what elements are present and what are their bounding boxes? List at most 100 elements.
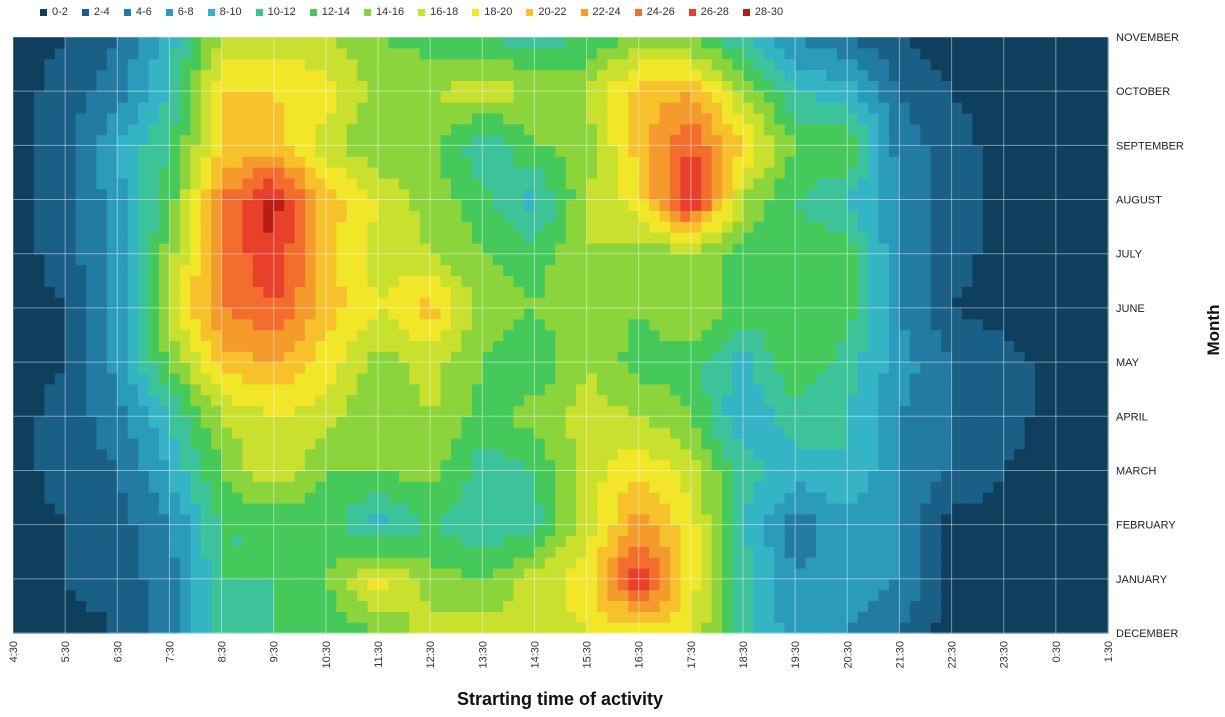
heatmap-cell [972, 470, 984, 482]
heatmap-cell [54, 318, 66, 331]
heatmap-cell [993, 470, 1005, 482]
heatmap-cell [471, 470, 483, 482]
heatmap-cell [138, 427, 150, 439]
heatmap-cell [513, 459, 525, 472]
heatmap-cell [106, 264, 118, 276]
heatmap-cell [471, 297, 483, 309]
heatmap-cell [920, 394, 932, 407]
heatmap-cell [941, 318, 953, 331]
heatmap-cell [1097, 221, 1109, 233]
heatmap-cell [305, 362, 317, 374]
heatmap-cell [336, 535, 348, 547]
heatmap-cell [555, 524, 567, 537]
heatmap-cell [753, 546, 765, 558]
heatmap-cell [784, 437, 796, 450]
heatmap-cell [784, 611, 796, 623]
heatmap-cell [211, 372, 223, 385]
heatmap-cell [305, 177, 317, 190]
heatmap-cell [534, 524, 546, 537]
heatmap-cell [816, 470, 828, 482]
heatmap-cell [13, 351, 25, 363]
heatmap-cell [357, 351, 369, 363]
heatmap-cell [232, 492, 244, 504]
heatmap-cell [117, 123, 129, 136]
heatmap-cell [221, 221, 233, 233]
heatmap-cell [534, 145, 546, 157]
heatmap-cell [33, 481, 45, 493]
heatmap-cell [409, 622, 421, 634]
heatmap-cell [930, 264, 942, 276]
heatmap-cell [1024, 383, 1036, 396]
heatmap-cell [106, 611, 118, 623]
heatmap-cell [690, 557, 702, 569]
heatmap-cell [492, 448, 504, 461]
heatmap-cell [419, 383, 431, 396]
heatmap-cell [868, 188, 880, 201]
heatmap-cell [743, 524, 755, 537]
heatmap-cell [75, 188, 87, 201]
heatmap-cell [962, 242, 974, 255]
heatmap-cell [899, 372, 911, 385]
heatmap-cell [784, 459, 796, 472]
heatmap-cell [419, 427, 431, 439]
heatmap-cell [826, 177, 838, 190]
heatmap-cell [127, 481, 139, 493]
heatmap-cell [899, 427, 911, 439]
heatmap-cell [524, 242, 536, 255]
heatmap-cell [774, 199, 786, 211]
heatmap-cell [972, 524, 984, 537]
heatmap-cell [200, 622, 212, 634]
heatmap-cell [680, 622, 692, 634]
heatmap-cell [555, 437, 567, 450]
heatmap-cell [1035, 167, 1047, 179]
heatmap-cell [409, 351, 421, 363]
heatmap-cell [148, 167, 160, 179]
heatmap-cell [972, 459, 984, 472]
heatmap-cell [305, 372, 317, 385]
heatmap-cell [555, 167, 567, 179]
heatmap-cell [492, 557, 504, 569]
heatmap-cell [190, 351, 202, 363]
heatmap-cell [305, 297, 317, 309]
heatmap-cell [179, 502, 191, 515]
heatmap-cell [430, 535, 442, 547]
heatmap-cell [409, 362, 421, 374]
heatmap-cell [930, 437, 942, 450]
heatmap-cell [336, 351, 348, 363]
heatmap-cell [993, 307, 1005, 320]
heatmap-cell [190, 611, 202, 623]
heatmap-cell [200, 394, 212, 407]
heatmap-cell [409, 567, 421, 580]
heatmap-cell [315, 210, 327, 222]
heatmap-cell [232, 416, 244, 428]
heatmap-cell [513, 221, 525, 233]
heatmap-cell [930, 362, 942, 374]
heatmap-cell [1014, 264, 1026, 276]
heatmap-cell [221, 470, 233, 482]
heatmap-cell [982, 459, 994, 472]
heatmap-cell [555, 459, 567, 472]
heatmap-cell [367, 275, 379, 287]
heatmap-cell [13, 340, 25, 352]
heatmap-cell [451, 383, 463, 396]
heatmap-cell [252, 448, 264, 461]
heatmap-cell [221, 188, 233, 201]
heatmap-cell [1097, 372, 1109, 385]
heatmap-cell [784, 578, 796, 591]
heatmap-cell [1024, 416, 1036, 428]
heatmap-cell [451, 253, 463, 266]
heatmap-cell [75, 232, 87, 244]
heatmap-cell [972, 578, 984, 591]
heatmap-cell [273, 297, 285, 309]
heatmap-cell [805, 177, 817, 190]
heatmap-cell [200, 589, 212, 602]
heatmap-cell [273, 275, 285, 287]
heatmap-cell [565, 589, 577, 602]
heatmap-cell [127, 221, 139, 233]
heatmap-cell [211, 340, 223, 352]
heatmap-cell [774, 307, 786, 320]
heatmap-cell [774, 264, 786, 276]
heatmap-cell [388, 145, 400, 157]
heatmap-cell [847, 448, 859, 461]
heatmap-cell [252, 394, 264, 407]
